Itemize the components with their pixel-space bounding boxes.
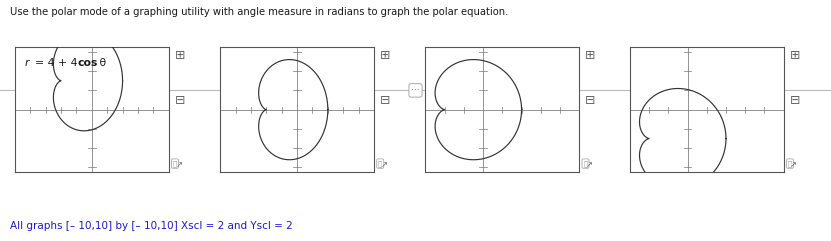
Text: ↗: ↗ bbox=[790, 160, 797, 169]
Text: = 4 + 4: = 4 + 4 bbox=[35, 58, 77, 68]
Text: ⬜: ⬜ bbox=[788, 160, 792, 167]
Text: ⬜: ⬜ bbox=[173, 160, 177, 167]
Text: ···: ··· bbox=[411, 86, 420, 95]
Text: ↗: ↗ bbox=[175, 160, 182, 169]
Text: ⊞: ⊞ bbox=[585, 49, 596, 62]
Text: ⊟: ⊟ bbox=[585, 94, 596, 107]
Text: ⊞: ⊞ bbox=[175, 49, 185, 62]
Text: θ: θ bbox=[96, 58, 106, 68]
Text: ⬜: ⬜ bbox=[378, 160, 382, 167]
Text: All graphs [– 10,10] by [– 10,10] Xscl = 2 and Yscl = 2: All graphs [– 10,10] by [– 10,10] Xscl =… bbox=[10, 221, 293, 231]
Text: cos: cos bbox=[77, 58, 98, 68]
Text: ↗: ↗ bbox=[586, 160, 593, 169]
Text: ⊟: ⊟ bbox=[175, 94, 185, 107]
Text: r: r bbox=[25, 58, 29, 68]
Text: ↗: ↗ bbox=[381, 160, 387, 169]
Text: ⬜: ⬜ bbox=[583, 160, 588, 167]
Text: ⊟: ⊟ bbox=[789, 94, 800, 107]
Text: Use the polar mode of a graphing utility with angle measure in radians to graph : Use the polar mode of a graphing utility… bbox=[10, 7, 509, 17]
Text: ⊞: ⊞ bbox=[380, 49, 391, 62]
Text: ⊞: ⊞ bbox=[789, 49, 800, 62]
Text: ⊟: ⊟ bbox=[380, 94, 391, 107]
